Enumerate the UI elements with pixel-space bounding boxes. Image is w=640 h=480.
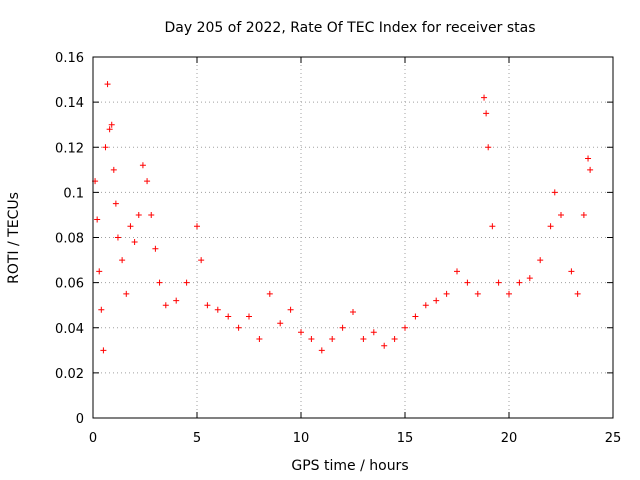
x-tick-label: 15: [397, 431, 414, 446]
data-point: [127, 223, 134, 230]
y-tick-label: 0.08: [55, 232, 84, 247]
y-tick-label: 0: [76, 412, 84, 427]
data-point: [183, 279, 190, 286]
y-tick-label: 0.1: [63, 186, 84, 201]
data-point: [485, 144, 492, 151]
x-tick-label: 0: [89, 431, 97, 446]
data-point: [204, 302, 211, 309]
data-point: [214, 306, 221, 313]
data-point: [558, 211, 564, 218]
y-tick-label: 0.16: [55, 51, 84, 66]
data-point: [422, 302, 429, 309]
x-tick-label: 25: [605, 431, 622, 446]
data-point: [256, 336, 263, 343]
data-point: [144, 178, 151, 185]
data-point: [148, 211, 155, 218]
y-axis-label: ROTI / TECUs: [6, 192, 22, 284]
data-point: [287, 306, 294, 313]
data-point: [110, 166, 117, 173]
data-point: [391, 336, 398, 343]
data-point: [119, 257, 126, 264]
x-axis-label: GPS time / hours: [291, 458, 408, 474]
data-points: [92, 81, 594, 354]
data-point: [225, 313, 232, 320]
data-point: [580, 211, 587, 218]
axis-ticks: 0 0.02 0.04 0.06 0.08 0.1 0.12 0.14 0.16 0 5 10 15 20…: [55, 51, 621, 446]
data-point: [574, 290, 581, 297]
y-tick-label: 0.06: [55, 277, 84, 292]
data-point: [94, 216, 101, 223]
data-point: [587, 166, 594, 173]
data-point: [104, 81, 111, 88]
data-point: [568, 268, 575, 275]
data-point: [96, 268, 103, 275]
data-point: [106, 126, 113, 133]
data-point: [481, 94, 488, 101]
chart-title: Day 205 of 2022, Rate Of TEC Index for r…: [164, 20, 535, 36]
data-point: [537, 257, 544, 264]
data-point: [102, 144, 109, 151]
data-point: [551, 189, 558, 196]
data-point: [198, 257, 205, 264]
data-point: [139, 162, 146, 169]
grid-lines: [93, 57, 613, 418]
data-point: [114, 234, 121, 241]
data-point: [516, 279, 523, 286]
data-point: [112, 200, 119, 207]
data-point: [156, 279, 163, 286]
data-point: [370, 329, 377, 336]
x-tick-label: 20: [501, 431, 518, 446]
data-point: [277, 320, 284, 327]
y-tick-label: 0.12: [55, 141, 84, 156]
data-point: [123, 290, 130, 297]
data-point: [464, 279, 471, 286]
data-point: [454, 268, 460, 275]
data-point: [339, 324, 346, 331]
data-point: [108, 121, 115, 128]
data-point: [329, 336, 336, 343]
data-point: [152, 245, 159, 252]
data-point: [585, 155, 592, 162]
data-point: [308, 336, 315, 343]
data-point: [298, 329, 304, 336]
y-tick-label: 0.14: [55, 96, 84, 111]
data-point: [131, 239, 138, 246]
data-point: [402, 324, 408, 331]
data-point: [173, 297, 180, 304]
data-point: [360, 336, 367, 343]
x-tick-label: 10: [293, 431, 310, 446]
data-point: [194, 223, 200, 230]
data-point: [495, 279, 502, 286]
data-point: [350, 308, 356, 315]
y-tick-label: 0.02: [55, 367, 84, 382]
data-point: [489, 223, 496, 230]
data-point: [474, 290, 481, 297]
data-point: [443, 290, 450, 297]
y-tick-label: 0.04: [55, 322, 84, 337]
data-point: [547, 223, 554, 230]
data-point: [162, 302, 169, 309]
data-point: [98, 306, 105, 313]
data-point: [506, 290, 512, 297]
data-point: [135, 211, 142, 218]
data-point: [412, 313, 419, 320]
data-point: [433, 297, 440, 304]
data-point: [100, 347, 107, 354]
data-point: [483, 110, 490, 117]
data-point: [246, 313, 252, 320]
data-point: [381, 342, 388, 349]
data-point: [526, 275, 533, 282]
data-point: [235, 324, 242, 331]
data-point: [266, 290, 273, 297]
data-point: [318, 347, 325, 354]
x-tick-label: 5: [193, 431, 201, 446]
